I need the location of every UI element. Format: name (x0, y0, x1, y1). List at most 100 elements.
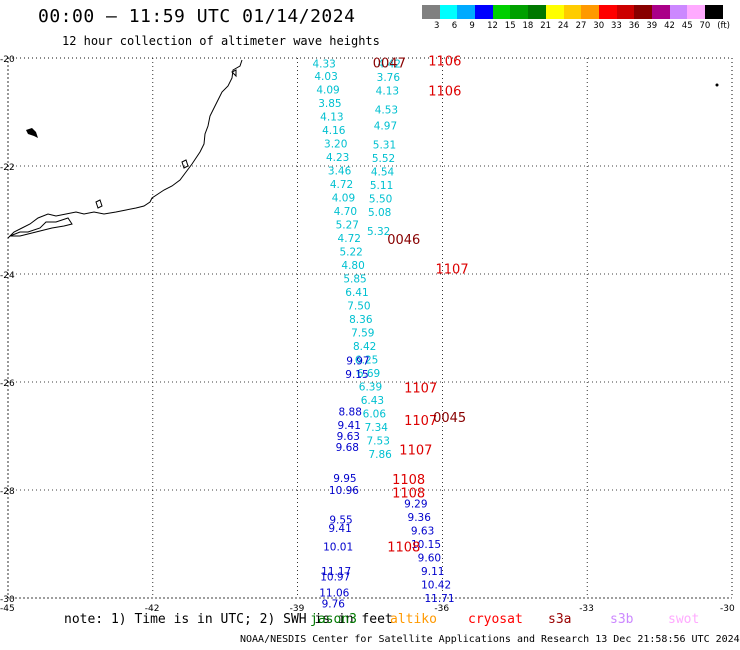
scale-label: 3 (434, 21, 440, 31)
scale-swatch (581, 5, 599, 19)
wave-height-label: 10.15 (411, 539, 441, 551)
satellite-s3a: s3a (548, 612, 572, 627)
wave-height-label: 8.36 (349, 314, 373, 326)
island-1 (26, 128, 38, 138)
lat-label: -20 (0, 55, 15, 65)
wave-height-label: 5.85 (343, 273, 366, 285)
scale-label: 42 (664, 21, 675, 31)
wave-height-label: 4.13 (376, 85, 399, 97)
wave-height-label: 3.20 (324, 138, 347, 150)
wave-height-label: 11.06 (319, 588, 349, 600)
scale-swatch (651, 5, 670, 19)
wave-height-label: 11.17 (321, 566, 351, 578)
wave-height-label: 11.71 (424, 593, 454, 605)
wave-height-label: 5.50 (369, 193, 392, 205)
wave-height-label: 5.27 (336, 219, 359, 231)
wave-height-label: 5.08 (368, 207, 391, 219)
wave-height-label: 4.42 (378, 58, 401, 70)
wave-height-label: 4.70 (334, 206, 357, 218)
scale-label: 24 (557, 21, 569, 31)
track-labels: 4.334.034.093.854.134.163.204.233.464.72… (312, 58, 454, 610)
wave-height-label: 9.41 (338, 420, 361, 432)
lon-label: -45 (0, 604, 15, 614)
coastline (7, 59, 719, 239)
scale-label: 39 (646, 21, 658, 31)
wave-height-label: 7.59 (351, 327, 374, 339)
scale-label: 6 (451, 21, 458, 31)
wave-height-label: 10.96 (329, 485, 359, 497)
wave-height-label: 5.32 (367, 226, 390, 238)
scale-label: 12 (487, 21, 498, 31)
page-title: 00:00 – 11:59 UTC 01/14/2024 (38, 6, 356, 27)
coastline-path (7, 59, 243, 239)
wave-height-label: 8.42 (353, 341, 376, 353)
scale-swatch (563, 5, 582, 19)
wave-height-label: 7.34 (365, 422, 389, 434)
scale-swatch (616, 5, 635, 19)
wave-height-label: 9.15 (345, 369, 368, 381)
time-label: 1107 (404, 381, 437, 396)
scale-label: 36 (628, 21, 640, 31)
map-grid (7, 57, 733, 599)
footer-credit: NOAA/NESDIS Center for Satellite Applica… (240, 634, 740, 645)
time-label: 0045 (433, 411, 466, 426)
satellite-jason3: jason3 (310, 612, 357, 627)
scale-swatch (687, 5, 705, 19)
wave-height-label: 3.76 (377, 72, 401, 84)
scale-swatch (705, 5, 723, 19)
wave-height-label: 4.23 (326, 152, 349, 164)
lon-label: -42 (145, 604, 160, 614)
lon-label: -36 (434, 604, 449, 614)
scale-swatch (457, 5, 476, 19)
scale-swatch (545, 5, 564, 19)
wave-height-label: 9.36 (408, 512, 432, 524)
scale-swatch (422, 5, 440, 19)
wave-height-label: 9.41 (328, 523, 351, 535)
time-label: 1108 (392, 487, 425, 502)
scale-label: 27 (575, 21, 587, 31)
wave-height-label: 9.63 (337, 431, 360, 443)
island-dot (715, 83, 719, 87)
scale-swatch (634, 5, 652, 19)
scale-label: 30 (593, 21, 605, 31)
scale-label: (ft) (717, 21, 730, 31)
wave-height-label: 9.55 (329, 515, 352, 527)
wave-height-label: 5.52 (372, 153, 395, 165)
wave-height-label: 9.11 (421, 566, 444, 578)
time-label: 1108 (387, 541, 420, 556)
satellite-s3b: s3b (610, 612, 634, 627)
wave-height-label: 4.33 (312, 58, 335, 70)
time-label: 1107 (436, 263, 469, 278)
wave-height-label: 7.50 (347, 300, 370, 312)
wave-height-label: 9.95 (333, 473, 356, 485)
lon-label: -30 (720, 604, 735, 614)
scale-label: 33 (611, 21, 622, 31)
wave-height-label: 4.16 (322, 125, 346, 137)
lat-label: -28 (0, 487, 15, 497)
island-2 (181, 159, 189, 169)
wave-height-label: 4.72 (330, 179, 353, 191)
lat-label: -22 (0, 163, 15, 173)
satellite-altiko: altiko (390, 612, 437, 627)
wave-height-label: 6.39 (359, 381, 382, 393)
wave-height-label: 9.76 (322, 598, 346, 610)
color-scale (422, 5, 723, 19)
time-label: 0046 (387, 233, 420, 248)
satellite-cryosat: cryosat (468, 612, 523, 627)
wave-height-label: 9.60 (418, 553, 441, 565)
scale-swatch (598, 5, 617, 19)
island-4 (231, 69, 237, 78)
scale-label: 21 (540, 21, 552, 31)
lat-label: -30 (0, 595, 15, 605)
time-label: 1107 (404, 414, 437, 429)
wave-height-label: 6.41 (345, 287, 368, 299)
wave-height-label: 4.09 (332, 192, 355, 204)
time-label: 1106 (428, 84, 461, 99)
lon-label: -39 (290, 604, 305, 614)
lon-label: -33 (579, 604, 594, 614)
wave-height-label: 9.97 (346, 355, 369, 367)
wave-height-label: 3.46 (328, 165, 352, 177)
scale-swatch (475, 5, 493, 19)
scale-label: 70 (699, 21, 711, 31)
